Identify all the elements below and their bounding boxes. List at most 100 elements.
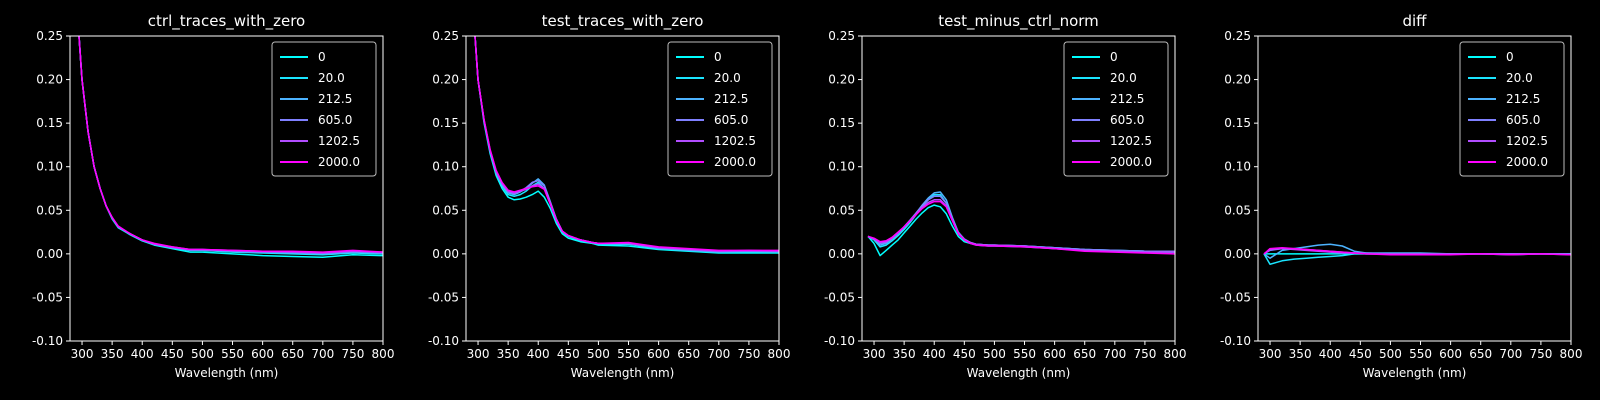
y-tick-label: -0.10	[824, 334, 855, 348]
y-tick-label: 0.10	[36, 160, 63, 174]
legend-entry: 605.0	[318, 113, 352, 127]
x-tick-label: 700	[1103, 347, 1126, 361]
x-tick-label: 300	[467, 347, 490, 361]
legend: 0 20.0 212.5 605.0 1202.5 2000.0	[271, 41, 377, 177]
x-tick-label: 450	[161, 347, 184, 361]
x-tick-label: 350	[893, 347, 916, 361]
axes-border	[1257, 35, 1572, 342]
y-tick-label: 0.25	[432, 29, 459, 43]
x-tick-label: 300	[863, 347, 886, 361]
x-tick-label: 800	[768, 347, 791, 361]
axes-border	[465, 35, 780, 342]
y-tick-label: 0.25	[1224, 29, 1251, 43]
y-tick-label: 0.05	[1224, 203, 1251, 217]
legend-entry: 212.5	[1506, 92, 1540, 106]
y-tick-label: -0.10	[32, 334, 63, 348]
x-tick-label: 500	[191, 347, 214, 361]
x-tick-label: 500	[983, 347, 1006, 361]
legend-entry: 2000.0	[318, 155, 360, 169]
legend-entry: 0	[318, 50, 326, 64]
legend-box	[271, 41, 377, 177]
y-tick-label: 0.20	[432, 73, 459, 87]
y-tick-label: -0.05	[32, 290, 63, 304]
chart-title: diff	[1402, 12, 1427, 30]
y-tick-label: 0.00	[1224, 247, 1251, 261]
legend-entry: 1202.5	[1506, 134, 1548, 148]
x-tick-label: 450	[953, 347, 976, 361]
y-tick-label: 0.20	[36, 73, 63, 87]
x-tick-label: 400	[923, 347, 946, 361]
y-tick-label: -0.05	[1220, 290, 1251, 304]
x-tick-label: 500	[587, 347, 610, 361]
legend-box	[1063, 41, 1169, 177]
legend-entry: 0	[1506, 50, 1514, 64]
y-tick-label: 0.15	[1224, 116, 1251, 130]
chart-title: ctrl_traces_with_zero	[148, 12, 305, 31]
legend-entry: 20.0	[1506, 71, 1533, 85]
x-tick-label: 450	[557, 347, 580, 361]
legend-entry: 20.0	[714, 71, 741, 85]
x-tick-label: 600	[1043, 347, 1066, 361]
legend-entry: 212.5	[1110, 92, 1144, 106]
chart-title: test_traces_with_zero	[542, 12, 704, 31]
x-tick-label: 600	[251, 347, 274, 361]
legend-entry: 2000.0	[1110, 155, 1152, 169]
y-tick-label: 0.25	[828, 29, 855, 43]
x-tick-label: 550	[617, 347, 640, 361]
series-line-2000.0	[78, 36, 383, 253]
legend-entry: 2000.0	[714, 155, 756, 169]
axes-border	[861, 35, 1176, 342]
x-tick-label: 750	[341, 347, 364, 361]
x-tick-label: 800	[1560, 347, 1583, 361]
x-tick-label: 650	[1073, 347, 1096, 361]
y-tick-label: -0.10	[1220, 334, 1251, 348]
x-tick-label: 750	[1529, 347, 1552, 361]
y-tick-label: -0.05	[428, 290, 459, 304]
y-tick-label: 0.15	[432, 116, 459, 130]
legend-entry: 20.0	[1110, 71, 1137, 85]
x-tick-label: 500	[1379, 347, 1402, 361]
plot-area	[867, 191, 1175, 257]
x-tick-label: 650	[677, 347, 700, 361]
x-tick-label: 800	[1164, 347, 1187, 361]
x-axis-label: Wavelength (nm)	[571, 366, 675, 380]
y-tick-label: -0.05	[824, 290, 855, 304]
x-tick-label: 750	[737, 347, 760, 361]
x-tick-label: 400	[131, 347, 154, 361]
chart-panel-1: ctrl_traces_with_zero 300 350 400 450 500 550 6…	[32, 12, 395, 380]
legend-box	[1459, 41, 1565, 177]
legend-entry: 605.0	[714, 113, 748, 127]
chart-panel-2: test_traces_with_zero 300 350 400 450 500 550 6…	[428, 12, 791, 380]
y-tick-label: 0.00	[36, 247, 63, 261]
y-tick-label: 0.10	[1224, 160, 1251, 174]
series-line-2000.0	[1263, 247, 1571, 256]
axes-border	[69, 35, 384, 342]
x-tick-label: 350	[101, 347, 124, 361]
legend-entry: 0	[714, 50, 722, 64]
legend-entry: 2000.0	[1506, 155, 1548, 169]
y-tick-label: 0.05	[432, 203, 459, 217]
plot-area	[78, 36, 383, 259]
legend-entry: 1202.5	[1110, 134, 1152, 148]
x-tick-label: 700	[1499, 347, 1522, 361]
plot-area	[1263, 243, 1571, 266]
y-tick-label: 0.20	[828, 73, 855, 87]
legend-entry: 20.0	[318, 71, 345, 85]
x-tick-label: 400	[527, 347, 550, 361]
legend-entry: 0	[1110, 50, 1118, 64]
x-tick-label: 300	[1259, 347, 1282, 361]
series-line-2000.0	[867, 200, 1175, 255]
y-tick-label: 0.05	[36, 203, 63, 217]
x-tick-label: 300	[71, 347, 94, 361]
chart-panel-4: diff 300 350 400 450 500 550 600 650 700 750 800 -0.…	[1220, 12, 1583, 380]
x-tick-label: 400	[1319, 347, 1342, 361]
series-line-0	[474, 36, 779, 254]
x-axis-label: Wavelength (nm)	[967, 366, 1071, 380]
x-tick-label: 550	[1013, 347, 1036, 361]
legend-entry: 1202.5	[714, 134, 756, 148]
legend-entry: 1202.5	[318, 134, 360, 148]
x-tick-label: 650	[1469, 347, 1492, 361]
series-line-2000.0	[474, 36, 779, 252]
y-tick-label: 0.15	[36, 116, 63, 130]
